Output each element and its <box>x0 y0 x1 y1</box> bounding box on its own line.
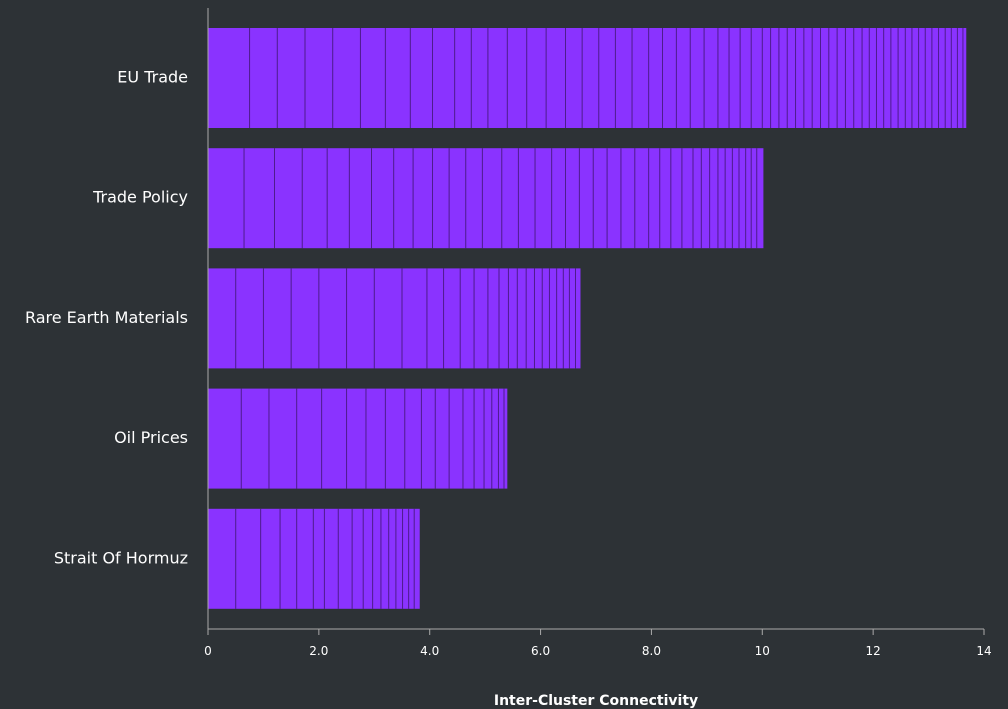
x-tick-label: 0 <box>204 644 212 658</box>
bar-oil-prices <box>208 388 508 489</box>
x-tick-label: 4.0 <box>420 644 439 658</box>
bar-strait-of-hormuz <box>208 508 420 609</box>
x-tick-label: 14 <box>976 644 991 658</box>
x-axis-ticks: 0 2.0 4.0 6.0 8.0 10 12 14 <box>204 629 992 658</box>
category-labels: EU Trade Trade Policy Rare Earth Materials… <box>25 68 188 568</box>
category-label-eu-trade: EU Trade <box>117 68 188 87</box>
category-label-rare-earth-materials: Rare Earth Materials <box>25 308 188 327</box>
x-tick-label: 10 <box>755 644 770 658</box>
x-tick-label: 2.0 <box>309 644 328 658</box>
category-label-oil-prices: Oil Prices <box>114 428 188 447</box>
bars-group <box>208 28 967 609</box>
bar-trade-policy <box>208 148 764 249</box>
x-axis-title: Inter-Cluster Connectivity <box>494 693 698 709</box>
x-tick-label: 6.0 <box>531 644 550 658</box>
category-label-trade-policy: Trade Policy <box>92 188 188 207</box>
x-tick-label: 8.0 <box>642 644 661 658</box>
bar-eu-trade <box>208 28 967 128</box>
bar-rare-earth-materials <box>208 268 581 369</box>
x-tick-label: 12 <box>866 644 881 658</box>
category-label-strait-of-hormuz: Strait Of Hormuz <box>54 548 188 567</box>
